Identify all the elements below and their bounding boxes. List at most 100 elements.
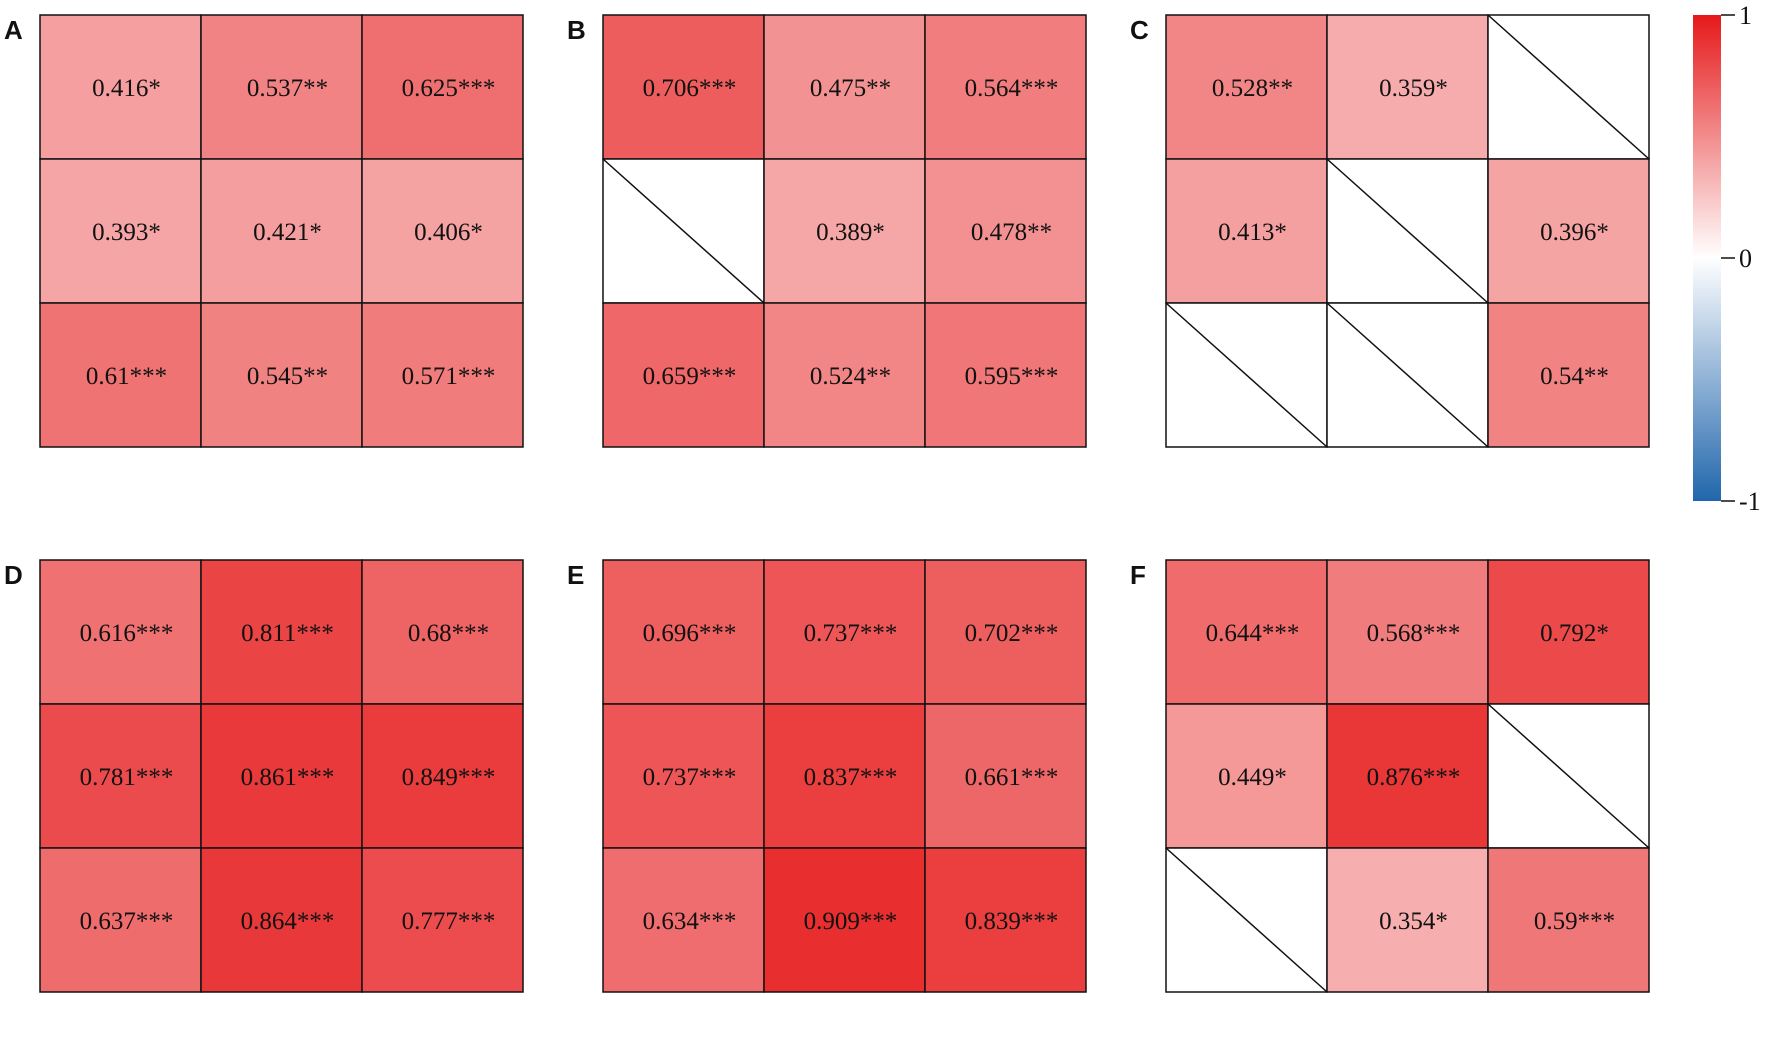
panel-e-cell-r1c1: [602, 559, 765, 705]
panel-c-cell-r2c3: [1487, 158, 1650, 304]
panel-b: B 0.706*** 0.475** 0.564*** 0.389* 0.478** 0.6…: [567, 14, 1087, 448]
panel-label-c: C: [1130, 15, 1149, 45]
panel-f-cell-r1c1-label: 0.644***: [1206, 620, 1300, 647]
panel-label-d: D: [4, 560, 23, 590]
panel-f-cell-r3c1-diagonal: [1165, 847, 1328, 993]
panel-b-cell-r3c1-label: 0.659***: [643, 363, 737, 390]
panel-d-cell-r1c3-label: 0.68***: [408, 620, 489, 647]
panel-f-cell-r2c2: [1326, 703, 1489, 849]
panel-d-cell-r3c1: [39, 847, 202, 993]
panel-d: D 0.616*** 0.811*** 0.68*** 0.781*** 0.861***…: [4, 559, 524, 993]
panel-a-cell-r1c1: [39, 14, 202, 160]
panel-e-cell-r3c1-label: 0.634***: [643, 908, 737, 935]
panel-f-cell-r1c2-label: 0.568***: [1367, 620, 1461, 647]
panel-f-cell-r2c1-label: 0.449*: [1218, 764, 1287, 791]
panel-b-cell-r2c3-label: 0.478**: [971, 219, 1052, 246]
panel-d-cell-r1c2-label: 0.811***: [241, 620, 334, 647]
panel-b-cell-r1c3-label: 0.564***: [965, 75, 1059, 102]
colorbar-tick-label: 1: [1739, 1, 1752, 30]
panel-b-cell-r2c1-diagonal: [602, 158, 765, 304]
colorbar-gradient: [1693, 15, 1721, 501]
panel-a: A 0.416* 0.537** 0.625*** 0.393* 0.421* 0.406*…: [4, 14, 524, 448]
panel-a-cell-r2c2-label: 0.421*: [253, 219, 322, 246]
panel-b-cell-r3c1: [602, 302, 765, 448]
panel-e-cell-r3c3: [924, 847, 1087, 993]
panel-f-cell-r3c3-label: 0.59***: [1534, 908, 1615, 935]
panel-a-cell-r3c2-label: 0.545**: [247, 363, 328, 390]
panel-a-cell-r3c2: [200, 302, 363, 448]
panel-e-cell-r1c2-label: 0.737***: [804, 620, 898, 647]
panel-e-cell-r2c2-label: 0.837***: [804, 764, 898, 791]
panel-e-cell-r3c1: [602, 847, 765, 993]
panel-c-cell-r1c1-label: 0.528**: [1212, 75, 1293, 102]
panel-f-cell-r1c3-label: 0.792*: [1540, 620, 1609, 647]
panel-b-cell-r1c2-label: 0.475**: [810, 75, 891, 102]
panel-a-cell-r1c3: [361, 14, 524, 160]
panel-f-cell-r3c2: [1326, 847, 1489, 993]
panel-e-cell-r3c2: [763, 847, 926, 993]
panel-e-cell-r2c3: [924, 703, 1087, 849]
panel-label-b: B: [567, 15, 586, 45]
panel-c-cell-r2c1: [1165, 158, 1328, 304]
panel-b-cell-r2c3: [924, 158, 1087, 304]
panel-d-cell-r3c3: [361, 847, 524, 993]
panel-e-cell-r2c2: [763, 703, 926, 849]
panel-e-cell-r1c1-label: 0.696***: [643, 620, 737, 647]
panel-f-cell-r3c3: [1487, 847, 1650, 993]
panel-d-cell-r1c3: [361, 559, 524, 705]
panel-e-cell-r1c3: [924, 559, 1087, 705]
panel-e-cell-r1c3-label: 0.702***: [965, 620, 1059, 647]
panel-a-cell-r2c1: [39, 158, 202, 304]
panel-f-cell-r1c2: [1326, 559, 1489, 705]
panel-c-cell-r1c3-diagonal: [1487, 14, 1650, 160]
panel-d-cell-r3c2: [200, 847, 363, 993]
panel-label-f: F: [1130, 560, 1146, 590]
panel-c-cell-r3c2-diagonal: [1326, 302, 1489, 448]
panel-a-cell-r2c3-label: 0.406*: [414, 219, 483, 246]
panel-c-cell-r3c1-diagonal: [1165, 302, 1328, 448]
panel-d-cell-r1c1-label: 0.616***: [80, 620, 174, 647]
panel-b-cell-r3c2-label: 0.524**: [810, 363, 891, 390]
panel-b-cell-r3c2: [763, 302, 926, 448]
colorbar: 1 0 -1: [1693, 1, 1761, 516]
panel-d-cell-r3c2-label: 0.864***: [241, 908, 335, 935]
panel-b-cell-r3c3-label: 0.595***: [965, 363, 1059, 390]
panel-a-cell-r2c1-label: 0.393*: [92, 219, 161, 246]
panel-label-e: E: [567, 560, 584, 590]
panel-f-cell-r2c3-diagonal: [1487, 703, 1650, 849]
panel-e-cell-r2c3-label: 0.661***: [965, 764, 1059, 791]
panel-d-cell-r3c1-label: 0.637***: [80, 908, 174, 935]
panels-layer: A 0.416* 0.537** 0.625*** 0.393* 0.421* 0.406*…: [4, 14, 1650, 993]
panel-c: C 0.528** 0.359* 0.413* 0.396* 0.54**: [1130, 14, 1650, 448]
panel-label-a: A: [4, 15, 23, 45]
panel-e: E 0.696*** 0.737*** 0.702*** 0.737*** 0.837**…: [567, 559, 1087, 993]
colorbar-ticks: 1 0 -1: [1721, 1, 1761, 516]
panel-c-cell-r3c3-label: 0.54**: [1540, 363, 1609, 390]
panel-d-cell-r1c1: [39, 559, 202, 705]
panel-a-cell-r1c3-label: 0.625***: [402, 75, 496, 102]
panel-d-cell-r3c3-label: 0.777***: [402, 908, 496, 935]
panel-b-cell-r1c3: [924, 14, 1087, 160]
panel-c-cell-r1c1: [1165, 14, 1328, 160]
panel-c-cell-r1c2-label: 0.359*: [1379, 75, 1448, 102]
panel-c-cell-r2c2-diagonal: [1326, 158, 1489, 304]
panel-a-cell-r2c2: [200, 158, 363, 304]
panel-f: F 0.644*** 0.568*** 0.792* 0.449* 0.876*** 0.3…: [1130, 559, 1650, 993]
panel-a-cell-r1c2: [200, 14, 363, 160]
panel-f-cell-r2c1: [1165, 703, 1328, 849]
panel-a-cell-r3c3-label: 0.571***: [402, 363, 496, 390]
panel-d-cell-r2c3-label: 0.849***: [402, 764, 496, 791]
panel-b-cell-r1c1-label: 0.706***: [643, 75, 737, 102]
panel-f-cell-r3c2-label: 0.354*: [1379, 908, 1448, 935]
panel-f-cell-r1c1: [1165, 559, 1328, 705]
panel-b-cell-r3c3: [924, 302, 1087, 448]
panel-a-cell-r1c1-label: 0.416*: [92, 75, 161, 102]
panel-a-cell-r3c3: [361, 302, 524, 448]
panel-e-cell-r1c2: [763, 559, 926, 705]
panel-c-cell-r2c1-label: 0.413*: [1218, 219, 1287, 246]
panel-a-cell-r2c3: [361, 158, 524, 304]
colorbar-tick-label: -1: [1739, 487, 1761, 516]
panel-f-cell-r2c2-label: 0.876***: [1367, 764, 1461, 791]
panel-e-cell-r3c3-label: 0.839***: [965, 908, 1059, 935]
